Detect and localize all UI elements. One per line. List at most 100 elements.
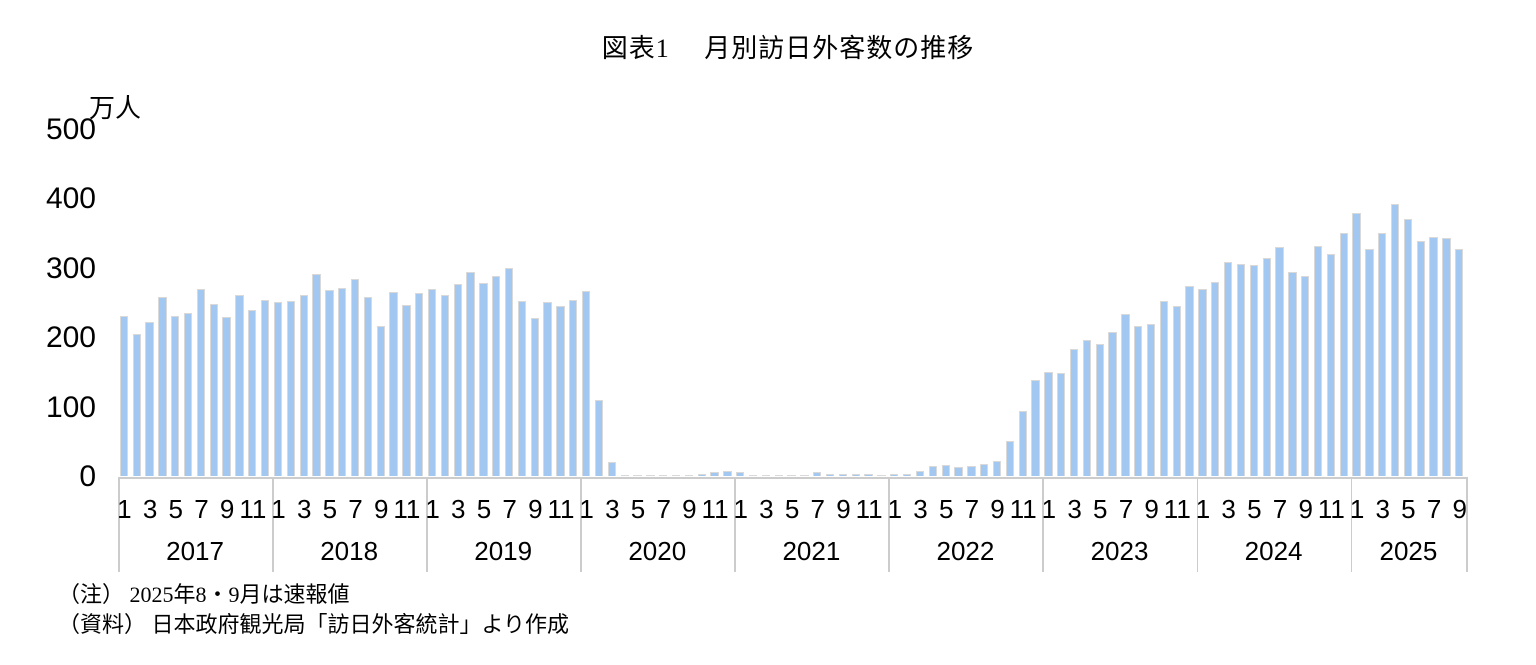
axis-right-edge — [1466, 477, 1468, 572]
bar-2023-7 — [1121, 314, 1130, 477]
month-tick-label: 11 — [701, 494, 729, 524]
bar-2024-11 — [1326, 254, 1336, 477]
bar-2021-8 — [825, 473, 835, 477]
month-tick-label: 3 — [142, 494, 158, 524]
month-tick-label: 3 — [759, 494, 774, 524]
month-tick-label: 3 — [1375, 494, 1390, 524]
year-label: 2021 — [782, 536, 841, 566]
bar-2021-11 — [864, 474, 873, 477]
bar-2022-12 — [1031, 380, 1040, 477]
month-tick-label: 1 — [1041, 494, 1057, 524]
bar-2019-10 — [543, 302, 552, 477]
bar-2025-3 — [1378, 232, 1387, 477]
y-axis-tick-label: 100 — [45, 390, 96, 424]
month-tick-label: 11 — [239, 494, 267, 524]
bar-2023-5 — [1095, 343, 1104, 477]
chart-title: 図表1 月別訪日外客数の推移 — [601, 34, 975, 63]
year-label: 2023 — [1090, 536, 1149, 566]
y-axis-unit-label: 万人 — [89, 93, 142, 123]
bar-2019-4 — [466, 272, 475, 477]
bar-2024-1 — [1198, 288, 1207, 477]
bar-2023-1 — [1044, 371, 1053, 477]
year-separator — [1042, 477, 1044, 572]
bar-2020-4 — [620, 475, 629, 477]
month-tick-label: 1 — [425, 494, 440, 524]
bar-2018-3 — [299, 294, 308, 477]
month-tick-label: 5 — [784, 494, 800, 524]
year-separator — [1350, 477, 1353, 572]
bar-2024-5 — [1249, 264, 1258, 477]
bar-2018-4 — [312, 274, 321, 477]
month-tick-label: 7 — [348, 494, 363, 524]
bar-2019-9 — [530, 317, 539, 477]
month-tick-label: 5 — [938, 494, 954, 524]
month-tick-label: 7 — [964, 494, 980, 524]
month-tick-label: 9 — [682, 494, 697, 524]
bar-2022-1 — [890, 474, 899, 477]
bar-2022-4 — [928, 465, 937, 477]
month-tick-label: 1 — [1349, 494, 1365, 524]
bar-2022-3 — [915, 470, 925, 477]
bar-2019-7 — [504, 267, 514, 477]
bar-2020-11 — [710, 471, 719, 477]
bar-2017-5 — [171, 316, 180, 477]
bar-2017-9 — [222, 317, 231, 477]
bar-2018-1 — [273, 301, 283, 477]
month-tick-label: 3 — [1221, 494, 1236, 524]
month-tick-label: 5 — [630, 494, 646, 524]
bar-2021-1 — [736, 472, 745, 477]
bar-2020-6 — [646, 475, 655, 477]
month-tick-label: 1 — [887, 494, 903, 524]
x-axis-line — [118, 477, 1467, 479]
y-axis-tick-label: 200 — [45, 321, 96, 355]
bar-2025-4 — [1390, 204, 1400, 477]
bar-2024-6 — [1262, 257, 1271, 477]
y-axis-tick-label: 0 — [79, 460, 96, 493]
bar-2024-8 — [1288, 271, 1297, 477]
y-axis-tick-label: 500 — [45, 113, 96, 146]
month-tick-label: 7 — [194, 494, 209, 524]
year-label: 2020 — [628, 536, 687, 566]
bar-2017-2 — [132, 334, 141, 477]
year-label: 2018 — [320, 536, 379, 566]
bar-2022-6 — [954, 467, 963, 477]
bar-2023-8 — [1134, 325, 1143, 477]
year-separator — [580, 477, 582, 572]
month-tick-label: 7 — [656, 494, 671, 524]
bar-2022-11 — [1018, 410, 1027, 477]
year-separator — [118, 477, 120, 572]
month-tick-label: 9 — [528, 494, 543, 524]
month-tick-label: 5 — [322, 494, 338, 524]
y-axis-tick-label: 400 — [45, 182, 96, 216]
month-tick-label: 3 — [296, 494, 312, 524]
month-tick-label: 9 — [219, 494, 235, 524]
year-label: 2025 — [1379, 536, 1438, 566]
bar-2023-12 — [1185, 285, 1194, 477]
bar-2020-9 — [684, 474, 694, 477]
bar-2019-2 — [440, 294, 450, 477]
month-tick-label: 1 — [1195, 494, 1211, 524]
month-tick-label: 3 — [1067, 494, 1082, 524]
bar-2025-7 — [1429, 236, 1438, 477]
bar-2024-12 — [1339, 233, 1348, 477]
bar-2025-9 — [1455, 248, 1464, 477]
year-label: 2019 — [474, 536, 533, 566]
bar-2024-7 — [1275, 246, 1284, 477]
bar-2025-5 — [1403, 219, 1413, 477]
month-tick-label: 1 — [579, 494, 594, 524]
year-separator — [888, 477, 890, 572]
bar-2018-7 — [350, 278, 360, 477]
month-tick-label: 9 — [1298, 494, 1313, 524]
bar-2020-5 — [633, 475, 642, 477]
bar-2017-10 — [235, 295, 244, 477]
bar-2018-2 — [286, 301, 295, 477]
bar-2018-8 — [363, 296, 373, 477]
month-tick-label: 1 — [117, 494, 132, 524]
bar-2025-1 — [1352, 213, 1361, 477]
bar-2024-4 — [1236, 264, 1246, 477]
bar-2022-10 — [1005, 440, 1015, 477]
bar-2020-8 — [671, 474, 681, 477]
year-separator — [426, 477, 428, 572]
bar-2018-5 — [325, 289, 334, 477]
